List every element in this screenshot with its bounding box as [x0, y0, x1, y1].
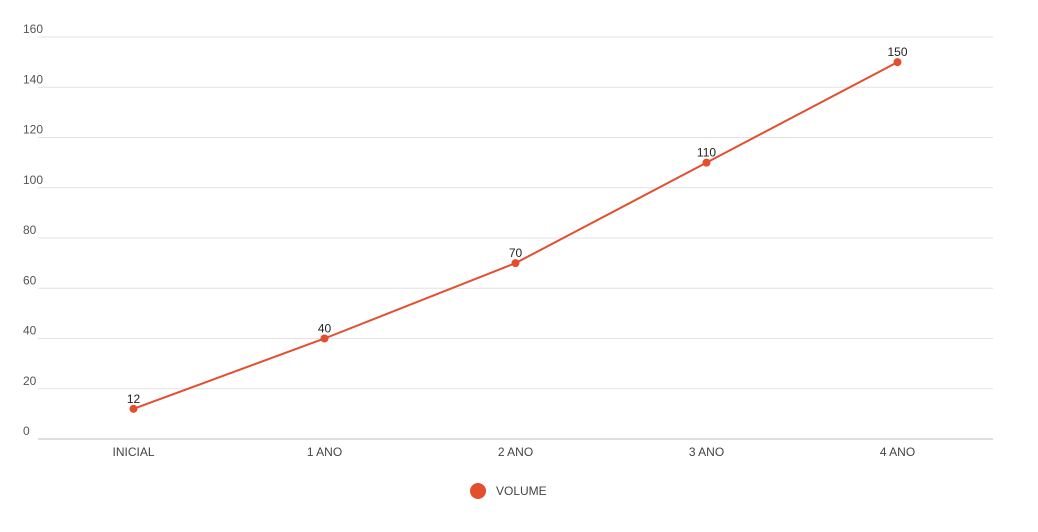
y-tick-label: 60	[23, 273, 37, 287]
x-tick-label: 3 ANO	[689, 445, 724, 459]
y-tick-label: 0	[23, 424, 30, 438]
series-volume: 12 40 70 110 150	[127, 45, 908, 413]
x-tick-label: 1 ANO	[307, 445, 342, 459]
data-point	[320, 334, 329, 343]
y-tick-label: 160	[23, 22, 43, 36]
data-point	[702, 158, 711, 167]
y-tick-label: 20	[23, 374, 37, 388]
x-tick-label: 4 ANO	[880, 445, 915, 459]
data-label: 12	[127, 392, 141, 406]
data-point	[893, 58, 902, 67]
x-axis-ticks: INICIAL 1 ANO 2 ANO 3 ANO 4 ANO	[112, 445, 915, 459]
data-label: 70	[509, 246, 523, 260]
data-label: 150	[887, 45, 907, 59]
series-line	[133, 61, 898, 410]
data-point	[511, 259, 520, 268]
x-tick-label: 2 ANO	[498, 445, 533, 459]
y-axis-ticks: 0 20 40 60 80 100 120 140 160	[23, 22, 43, 438]
data-label: 110	[697, 146, 716, 160]
data-label: 40	[318, 322, 332, 336]
y-tick-label: 40	[23, 324, 37, 338]
data-point	[129, 404, 138, 413]
gridlines	[38, 36, 993, 440]
legend-label: VOLUME	[496, 484, 547, 498]
x-tick-label: INICIAL	[112, 445, 154, 459]
legend: VOLUME	[470, 483, 547, 499]
legend-swatch	[470, 483, 486, 499]
y-tick-label: 100	[23, 173, 43, 187]
y-tick-label: 80	[23, 223, 37, 237]
y-tick-label: 120	[23, 123, 43, 137]
y-tick-label: 140	[23, 72, 43, 86]
